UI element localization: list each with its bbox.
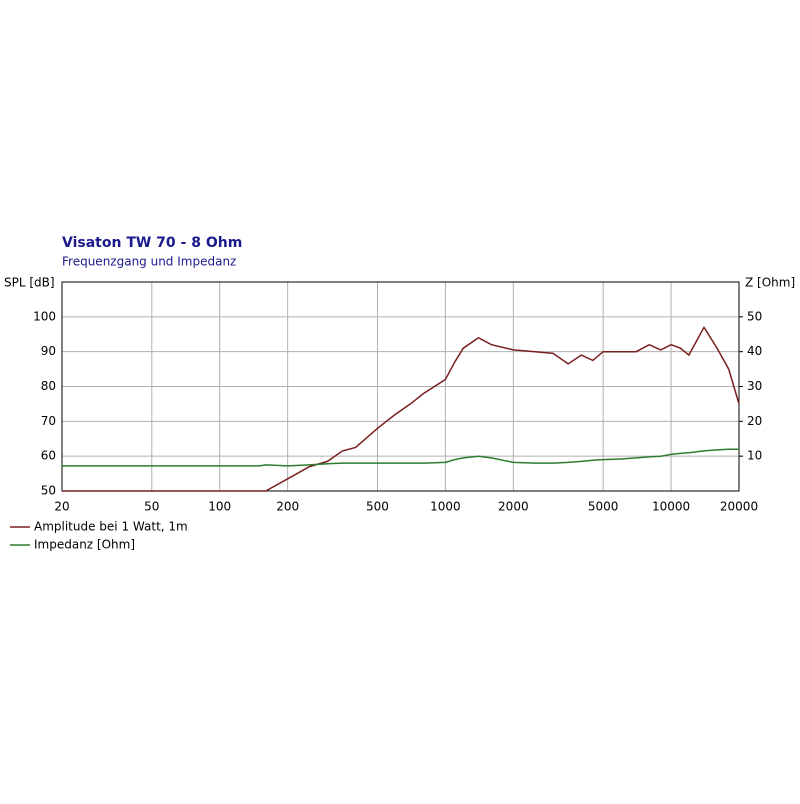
series-line	[62, 325, 740, 492]
x-tick-label: 5000	[588, 500, 619, 514]
y-tick-label: 80	[41, 379, 56, 393]
y-axis-label: SPL [dB]	[4, 276, 55, 290]
x-tick-label: 10000	[652, 500, 690, 514]
y2-tick-label: 20	[747, 414, 762, 428]
x-tick-label: 100	[208, 500, 231, 514]
y2-tick-label: 30	[747, 379, 762, 393]
plot-frame	[61, 281, 740, 492]
x-tick-label: 20	[54, 500, 69, 514]
y2-tick-label: 50	[747, 309, 762, 323]
x-tick-label: 500	[366, 500, 389, 514]
x-tick-label: 1000	[430, 500, 461, 514]
y-tick-label: 100	[33, 309, 56, 323]
chart-subtitle: Frequenzgang und Impedanz	[62, 255, 236, 269]
y2-tick-label: 10	[747, 449, 762, 463]
legend-label: Impedanz [Ohm]	[34, 538, 135, 552]
x-tick-label: 50	[144, 500, 159, 514]
legend-label: Amplitude bei 1 Watt, 1m	[34, 520, 188, 534]
x-tick-label: 2000	[498, 500, 529, 514]
series-line	[62, 448, 739, 467]
chart-title: Visaton TW 70 - 8 Ohm	[62, 235, 242, 251]
y-tick-label: 70	[41, 414, 56, 428]
y2-axis-label: Z [Ohm]	[745, 276, 795, 290]
y-tick-label: 60	[41, 449, 56, 463]
y-tick-label: 90	[41, 344, 56, 358]
y2-tick-label: 40	[747, 344, 762, 358]
x-tick-label: 20000	[720, 500, 758, 514]
y-tick-label: 50	[41, 484, 56, 498]
x-tick-label: 200	[276, 500, 299, 514]
